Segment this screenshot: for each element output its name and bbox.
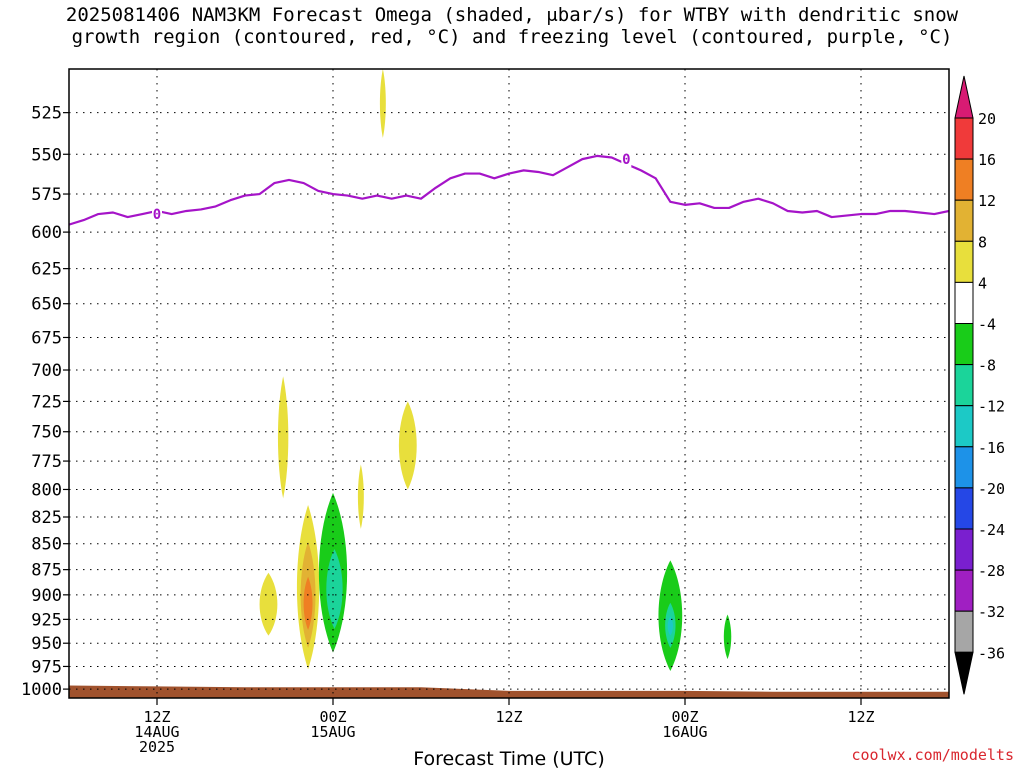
colorbar-bottom-arrow bbox=[954, 651, 974, 695]
y-tick-label: 925 bbox=[31, 610, 62, 630]
y-tick-label: 1000 bbox=[21, 680, 62, 700]
watermark: coolwx.com/modelts bbox=[851, 746, 1014, 764]
y-tick-label: 550 bbox=[31, 145, 62, 165]
colorbar-label: -24 bbox=[978, 521, 1005, 539]
colorbar-label: 20 bbox=[978, 110, 996, 128]
y-tick-label: 825 bbox=[31, 508, 62, 528]
omega-region-12 bbox=[667, 616, 674, 636]
y-tick-label: 625 bbox=[31, 260, 62, 280]
contour-label-bg bbox=[152, 206, 162, 223]
colorbar-box bbox=[954, 364, 974, 407]
colorbar-box bbox=[954, 569, 974, 612]
colorbar: 20 16 12 8 4 -4 -8 -12 -16 -20 -24 -28 -32 -36 bbox=[954, 75, 1005, 695]
omega-region-7 bbox=[303, 576, 313, 630]
colorbar-box bbox=[954, 281, 974, 324]
colorbar-label: 4 bbox=[978, 274, 987, 292]
colorbar-label: -12 bbox=[978, 398, 1005, 416]
y-tick-label: 750 bbox=[31, 423, 62, 443]
y-tick-label: 975 bbox=[31, 657, 62, 677]
plot-frame bbox=[68, 68, 950, 699]
colorbar-box bbox=[954, 117, 974, 160]
freezing-level-contour-label: 0 bbox=[153, 207, 161, 223]
colorbar-label: -28 bbox=[978, 562, 1005, 580]
y-tick-label: 600 bbox=[31, 223, 62, 243]
omega-region-3 bbox=[357, 464, 364, 529]
y-tick-label: 900 bbox=[31, 586, 62, 606]
gridlines bbox=[69, 69, 949, 698]
omega-shading-layer bbox=[259, 69, 732, 672]
x-tick-label: 00Z bbox=[671, 708, 698, 726]
colorbar-top-arrow bbox=[954, 75, 974, 119]
omega-region-2 bbox=[398, 401, 417, 490]
y-tick-label: 950 bbox=[31, 634, 62, 654]
x-tick-label: 00Z bbox=[319, 708, 346, 726]
omega-region-13 bbox=[723, 614, 732, 660]
x-tick-label: 15AUG bbox=[310, 723, 355, 741]
colorbar-box bbox=[954, 240, 974, 283]
y-tick-label: 700 bbox=[31, 361, 62, 381]
colorbar-box bbox=[954, 487, 974, 530]
colorbar-box bbox=[954, 405, 974, 448]
colorbar-box bbox=[954, 323, 974, 366]
y-tick-label: 775 bbox=[31, 452, 62, 472]
colorbar-label: -20 bbox=[978, 480, 1005, 498]
freezing-level-layer: 00 bbox=[69, 151, 949, 226]
y-tick-label: 525 bbox=[31, 104, 62, 124]
y-tick-label: 850 bbox=[31, 535, 62, 555]
x-axis-label: Forecast Time (UTC) bbox=[413, 748, 604, 768]
colorbar-label: -32 bbox=[978, 603, 1005, 621]
colorbar-label: -8 bbox=[978, 357, 996, 375]
x-tick-label: 14AUG bbox=[134, 723, 179, 741]
y-tick-label: 575 bbox=[31, 185, 62, 205]
x-tick-label: 12Z bbox=[495, 708, 522, 726]
y-tick-label: 875 bbox=[31, 561, 62, 581]
colorbar-label: 12 bbox=[978, 192, 996, 210]
colorbar-box bbox=[954, 199, 974, 242]
title-line-2: growth region (contoured, red, °C) and f… bbox=[71, 26, 953, 48]
x-tick-label: 16AUG bbox=[662, 723, 707, 741]
y-axis: 525 550 575 600 625 650 675 700 725 750 775 800 825 8… bbox=[21, 104, 69, 700]
colorbar-label: 8 bbox=[978, 233, 987, 251]
omega-region-1 bbox=[277, 376, 289, 499]
colorbar-label: -36 bbox=[978, 644, 1005, 662]
contour-label-bg bbox=[621, 151, 632, 168]
surface-terrain bbox=[69, 685, 949, 698]
omega-region-0 bbox=[379, 69, 386, 138]
colorbar-label: -4 bbox=[978, 316, 996, 334]
colorbar-box bbox=[954, 446, 974, 489]
x-tick-label: 2025 bbox=[139, 738, 175, 756]
freezing-level-line bbox=[69, 154, 949, 226]
y-tick-label: 675 bbox=[31, 328, 62, 348]
colorbar-box bbox=[954, 610, 974, 653]
colorbar-box bbox=[954, 528, 974, 571]
x-tick-label: 12Z bbox=[847, 708, 874, 726]
omega-region-4 bbox=[259, 572, 278, 636]
omega-region-9 bbox=[326, 548, 343, 629]
colorbar-box bbox=[954, 158, 974, 201]
chart-title: 2025081406 NAM3KM Forecast Omega (shaded… bbox=[0, 4, 1024, 48]
y-tick-label: 800 bbox=[31, 480, 62, 500]
title-line-1: 2025081406 NAM3KM Forecast Omega (shaded… bbox=[65, 4, 959, 26]
surface-terrain-layer bbox=[69, 685, 949, 698]
y-tick-label: 725 bbox=[31, 392, 62, 412]
y-tick-label: 650 bbox=[31, 295, 62, 315]
colorbar-label: 16 bbox=[978, 151, 996, 169]
freezing-level-contour-label: 0 bbox=[622, 152, 630, 168]
colorbar-label: -16 bbox=[978, 439, 1005, 457]
x-tick-label: 12Z bbox=[143, 708, 170, 726]
